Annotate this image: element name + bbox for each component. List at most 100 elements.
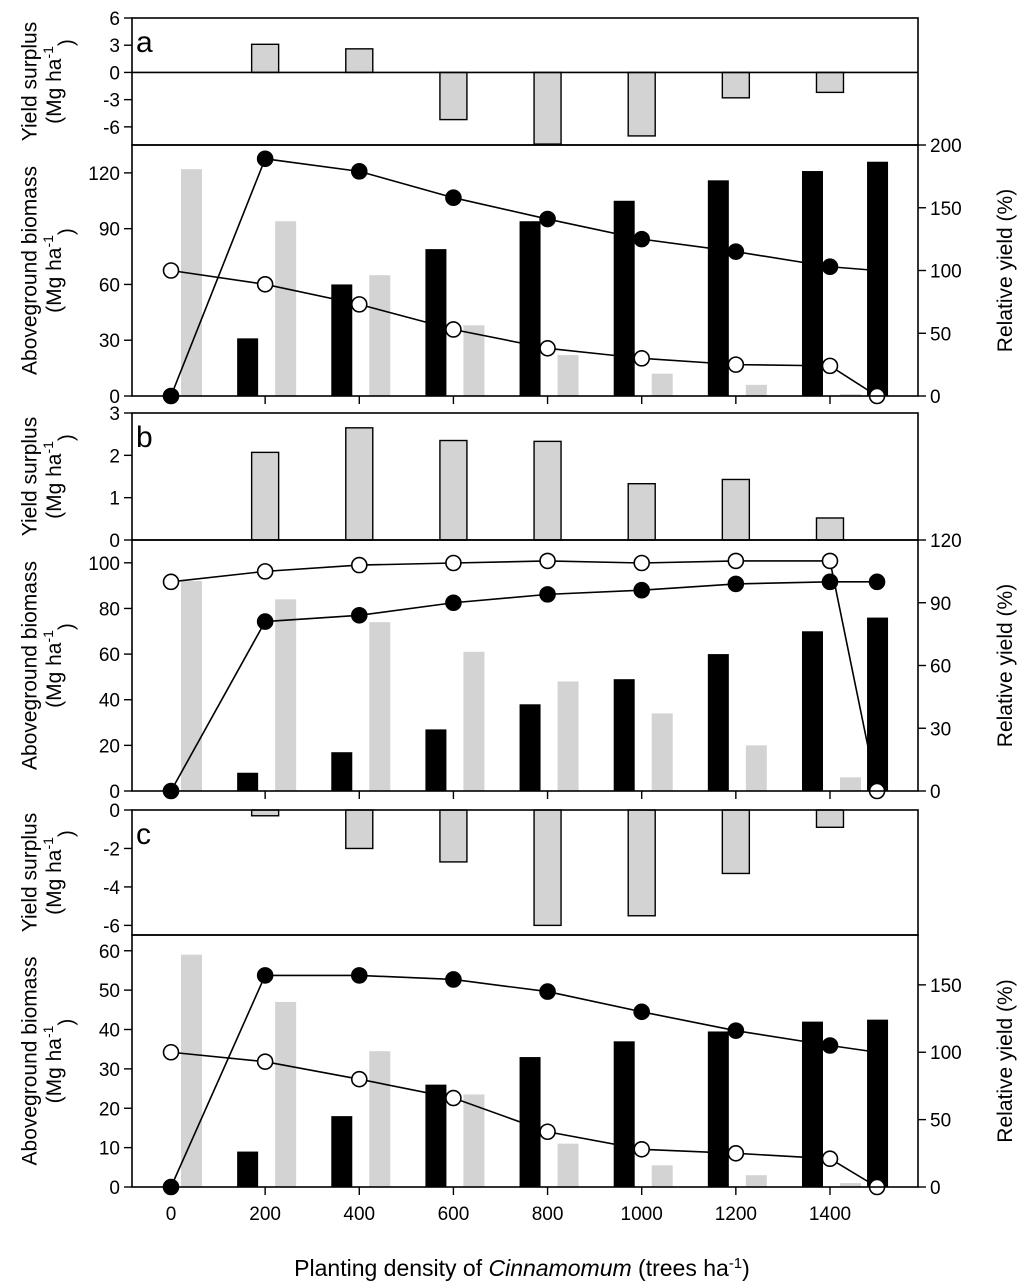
panel-c-ry-tick-label-0: 0 [930, 1178, 941, 1199]
panel-c-biomass-ytick-label-5: 50 [99, 981, 120, 1002]
panel-b-crop_relative_yield-point-4 [539, 552, 556, 570]
panel-c-tree_relative_yield-point-2 [350, 967, 368, 984]
panel-b-tree_relative_yield-point-6 [727, 575, 745, 593]
panel-c-crop-bar-3 [463, 1094, 485, 1187]
panel-a-crop_relative_yield-point-0 [162, 262, 180, 279]
panel-a-relative-yield-label: Relative yield (%) [994, 189, 1017, 352]
panel-b-ry-tick-label-4: 120 [930, 531, 962, 552]
panel-a-crop_relative_yield-point-4 [539, 340, 556, 357]
panel-c-biomass-ytick-label-1: 10 [99, 1139, 120, 1160]
panel-c-biomass-ytick-label-4: 40 [99, 1021, 120, 1042]
panel-a-crop_relative_yield-point-7 [821, 357, 839, 375]
panel-a-tree-bar-3 [519, 221, 541, 396]
x-tick-label-4: 800 [532, 1204, 564, 1225]
panel-c-surplus-bar-1 [345, 809, 374, 850]
panel-c-tree_relative_yield-point-3 [445, 971, 462, 988]
panel-b-crop_relative_yield-point-3 [445, 554, 462, 572]
panel-b-crop_relative_yield-point-6 [727, 552, 745, 570]
panel-a-crop-bar-0 [181, 169, 202, 396]
panel-b-ry-tick-label-0: 0 [930, 782, 941, 803]
panel-b-tree_relative_yield-point-8 [868, 573, 886, 591]
panel-c-tree_relative_yield-point-4 [539, 983, 556, 1000]
panel-c-ry-tick-label-2: 100 [930, 1043, 962, 1064]
panel-c-surplus-bar-3 [533, 809, 562, 927]
panel-c-biomass-ylabel: Aboveground biomass(Mg ha-1) [19, 957, 78, 1166]
panel-b-crop-bar-3 [463, 651, 485, 791]
panel-b-surplus-bar-4 [627, 482, 656, 541]
panel-b-ry-tick-label-3: 90 [930, 594, 951, 615]
panel-c-tree-bar-6 [801, 1021, 823, 1187]
panel-a-tree-bar-6 [801, 171, 823, 396]
panel-c-crop-bar-0 [181, 954, 202, 1187]
panel-a-crop-bar-2 [369, 275, 391, 396]
panel-a-tree-bar-1 [331, 284, 353, 396]
panel-c-crop-bar-2 [369, 1051, 391, 1187]
panel-a-tree_relative_yield-point-5 [633, 230, 651, 248]
panel-b-tree_relative_yield-point-1 [256, 613, 274, 630]
panel-a-biomass-ytick-label-4: 120 [88, 164, 120, 185]
panel-a-tree_relative_yield-point-4 [539, 210, 556, 228]
panel-b-crop-bar-5 [651, 713, 673, 791]
x-tick-label-0: 0 [166, 1204, 177, 1225]
panel-c-ry-tick-label-3: 150 [930, 976, 962, 997]
x-tick-label-7: 1400 [809, 1204, 851, 1225]
panel-b-biomass-ytick-label-3: 60 [99, 645, 120, 666]
panel-b-tree-bar-5 [707, 654, 729, 791]
panel-b-crop-bar-2 [369, 622, 391, 791]
panel-c-surplus-ylabel: Yield surplus(Mg ha-1) [19, 813, 78, 932]
panel-b-biomass-ytick-label-2: 40 [99, 691, 120, 712]
panel-a-ry-tick-label-2: 100 [930, 262, 962, 283]
panel-a-ry-tick-label-4: 200 [930, 136, 962, 157]
panel-a-tree-bar-0 [237, 338, 259, 396]
panel-b-tree-bar-2 [425, 729, 447, 791]
panel-c-surplus-frame [131, 809, 919, 936]
panel-a-surplus-ytick-label-0: 6 [109, 9, 120, 30]
panel-b-biomass-ylabel: Aboveground biomass(Mg ha-1) [19, 561, 78, 770]
panel-a-surplus-ylabel: Yield surplus(Mg ha-1) [19, 22, 78, 141]
panel-c-tree-bar-2 [425, 1084, 447, 1187]
panel-a-surplus-ytick-label-2: 0 [109, 63, 120, 84]
panel-b-biomass-ytick-label-1: 20 [99, 736, 120, 757]
panel-a-surplus-bar-2 [439, 71, 468, 121]
x-tick-label-1: 200 [249, 1204, 281, 1225]
panel-a-crop-bar-1 [275, 221, 297, 396]
panel-b-tree_relative_yield-point-2 [350, 606, 368, 624]
panel-c-surplus-ytick-label-1: -2 [103, 839, 120, 860]
panel-a-tree_relative_yield-point-3 [445, 189, 462, 207]
panel-b-relative-yield-label: Relative yield (%) [994, 584, 1017, 747]
panel-b-crop-bar-0 [181, 581, 202, 791]
panel-b-surplus-ytick-label-3: 0 [109, 531, 120, 552]
panel-a-crop-bar-5 [651, 373, 673, 396]
panel-a-surplus-ytick-label-4: -6 [103, 118, 120, 139]
panel-a-surplus-frame [131, 17, 919, 146]
panel-c-tree_relative_yield-point-7 [821, 1037, 839, 1054]
panel-a-surplus-bar-1 [345, 48, 374, 74]
panel-c-relative-yield-label: Relative yield (%) [994, 979, 1017, 1142]
panel-c-tree-bar-0 [237, 1151, 259, 1187]
panel-a-crop-bar-6 [745, 384, 767, 396]
panel-b-crop_relative_yield-point-0 [162, 573, 180, 591]
panel-c-surplus-bar-0 [250, 809, 280, 817]
panel-a-surplus-bar-0 [250, 43, 280, 74]
panel-c-crop_relative_yield-point-6 [727, 1145, 745, 1162]
panel-a-crop-bar-3 [463, 325, 485, 396]
panel-b-surplus-ytick-label-1: 2 [109, 446, 120, 467]
panel-a-surplus-ytick-label-1: 3 [109, 36, 120, 57]
panel-c-crop_relative_yield-point-5 [633, 1140, 651, 1158]
panel-c-crop-bar-7 [839, 1183, 861, 1187]
panel-c-crop-bar-1 [275, 1001, 297, 1187]
panel-a-tree-bar-7 [867, 161, 889, 396]
panel-c-biomass-ytick-label-2: 20 [99, 1099, 120, 1120]
panel-b-surplus-bar-2 [439, 439, 468, 541]
x-tick-label-2: 400 [343, 1204, 375, 1225]
panel-b-tree-bar-7 [867, 617, 889, 791]
panel-c-crop_relative_yield-point-3 [445, 1089, 462, 1107]
panel-b-tree-bar-1 [331, 752, 353, 791]
line-layer [162, 150, 886, 1196]
panel-c-biomass-ytick-label-6: 60 [99, 942, 120, 963]
panel-b-ry-tick-label-2: 60 [930, 657, 951, 678]
panel-b-surplus-frame [131, 412, 919, 541]
panel-b-surplus-ytick-label-2: 1 [109, 489, 120, 510]
panel-a-biomass-ytick-label-0: 0 [109, 387, 120, 408]
